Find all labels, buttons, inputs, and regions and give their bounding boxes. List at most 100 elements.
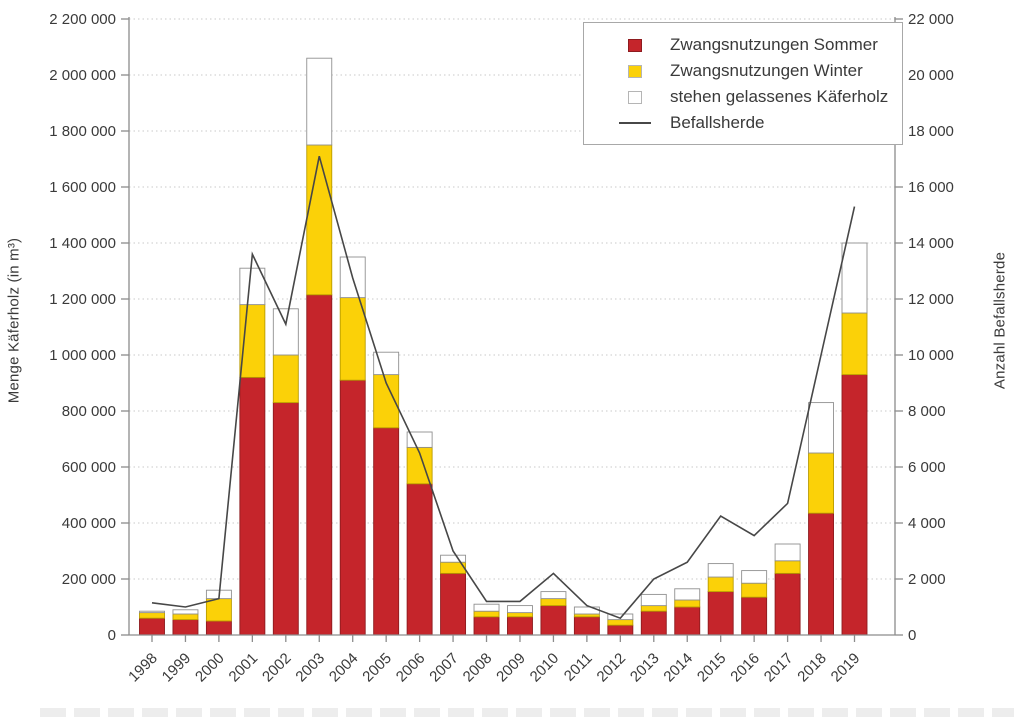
bar-segment-2014-winter — [674, 599, 701, 608]
right-axis-tick-label: 12 000 — [908, 291, 954, 308]
bar-segment-2016-sommer — [741, 596, 768, 636]
right-axis-tick-label: 22 000 — [908, 11, 954, 28]
bar-segment-2017-sommer — [774, 572, 801, 636]
bar-segment-1999-sommer — [172, 619, 199, 636]
bar-segment-2005-sommer — [373, 427, 400, 636]
bar-segment-1999-winter — [172, 613, 199, 621]
legend-row-sommer: Zwangsnutzungen Sommer — [628, 32, 894, 58]
right-axis-tick-label: 6 000 — [908, 459, 946, 476]
x-axis-year-label: 2018 — [794, 650, 830, 686]
legend-label-winter: Zwangsnutzungen Winter — [670, 61, 863, 80]
bar-segment-2012-stehen — [607, 613, 634, 621]
left-axis-tick-label: 0 — [108, 627, 116, 644]
bar-segment-1999-stehen — [172, 609, 199, 615]
bar-segment-2019-stehen — [841, 242, 868, 314]
bar-segment-1998-stehen — [139, 610, 165, 614]
bar-segment-2015-winter — [707, 576, 734, 593]
legend-row-stehen: stehen gelassenes Käferholz — [628, 84, 894, 110]
bar-segment-2016-stehen — [741, 570, 768, 584]
right-axis-title: Anzahl Befallsherde — [991, 251, 1009, 390]
bar-segment-2000-sommer — [205, 620, 232, 636]
winter-swatch-icon — [628, 64, 642, 78]
x-axis-year-label: 2003 — [292, 650, 328, 686]
bar-segment-2000-winter — [205, 598, 232, 622]
right-axis-tick-label: 0 — [908, 627, 916, 644]
x-axis-year-label: 2007 — [426, 650, 462, 686]
x-axis-year-label: 2008 — [460, 650, 496, 686]
x-axis-year-label: 2016 — [727, 650, 763, 686]
left-axis-tick-label: 1 200 000 — [49, 291, 116, 308]
x-axis-year-label: 1998 — [125, 650, 161, 686]
bar-segment-2010-sommer — [540, 605, 567, 636]
bar-segment-2009-stehen — [507, 605, 533, 614]
bar-segment-2006-sommer — [406, 483, 433, 636]
bar-segment-2010-winter — [540, 598, 567, 607]
bar-segment-2005-stehen — [373, 351, 400, 376]
bar-segment-2009-sommer — [507, 616, 533, 636]
bar-segment-1998-sommer — [139, 617, 165, 636]
bar-segment-2003-sommer — [306, 294, 333, 636]
right-axis-tick-label: 20 000 — [908, 67, 954, 84]
bar-segment-2002-winter — [272, 354, 299, 404]
left-axis-tick-label: 400 000 — [62, 515, 116, 532]
x-axis-year-label: 2000 — [192, 650, 228, 686]
bar-segment-2003-winter — [306, 144, 333, 296]
bar-segment-2017-winter — [774, 560, 801, 574]
legend-row-winter: Zwangsnutzungen Winter — [628, 58, 894, 84]
bar-segment-2002-stehen — [272, 308, 299, 356]
bar-segment-2013-winter — [640, 605, 667, 612]
bar-segment-2013-stehen — [640, 593, 667, 607]
left-axis-tick-label: 2 000 000 — [49, 67, 116, 84]
x-axis-year-label: 2004 — [326, 650, 362, 686]
right-axis-tick-label: 18 000 — [908, 123, 954, 140]
left-axis-tick-label: 1 400 000 — [49, 235, 116, 252]
bar-segment-2017-stehen — [774, 543, 801, 562]
bar-segment-2019-sommer — [841, 374, 868, 636]
left-axis-tick-label: 1 000 000 — [49, 347, 116, 364]
bar-segment-2013-sommer — [640, 610, 667, 636]
bar-segment-2006-stehen — [406, 431, 433, 448]
x-axis-year-label: 1999 — [159, 650, 195, 686]
bar-segment-2015-sommer — [707, 591, 734, 636]
x-axis-year-label: 2019 — [828, 650, 864, 686]
bar-segment-2018-sommer — [808, 512, 834, 636]
left-axis-tick-label: 600 000 — [62, 459, 116, 476]
bar-segment-2010-stehen — [540, 591, 567, 600]
x-axis-year-label: 2009 — [493, 650, 529, 686]
x-axis-year-label: 2001 — [226, 650, 262, 686]
bar-segment-2009-winter — [507, 612, 533, 618]
bar-segment-2007-stehen — [440, 554, 467, 563]
x-axis-year-label: 2002 — [259, 650, 295, 686]
legend-label-stehen: stehen gelassenes Käferholz — [670, 87, 889, 106]
x-axis-year-label: 2013 — [627, 650, 663, 686]
x-axis-year-label: 2014 — [660, 650, 696, 686]
bar-segment-1998-winter — [139, 612, 165, 619]
x-axis-year-label: 2012 — [594, 650, 630, 686]
bar-segment-2007-sommer — [440, 572, 467, 636]
bar-segment-2004-sommer — [339, 379, 366, 636]
befallsherde-line-icon — [619, 122, 651, 124]
legend-label-befallsherde: Befallsherde — [670, 113, 765, 132]
bar-segment-2008-winter — [473, 610, 500, 618]
bar-segment-2008-sommer — [473, 616, 500, 636]
left-axis-tick-label: 2 200 000 — [49, 11, 116, 28]
x-axis-year-label: 2017 — [761, 650, 797, 686]
bar-segment-2011-sommer — [573, 616, 600, 636]
cropped-caption-remnant — [40, 708, 1014, 717]
right-axis-tick-label: 2 000 — [908, 571, 946, 588]
bar-segment-2002-sommer — [272, 402, 299, 636]
left-axis-tick-label: 800 000 — [62, 403, 116, 420]
bar-segment-2001-sommer — [239, 376, 266, 636]
left-axis-tick-label: 200 000 — [62, 571, 116, 588]
bar-segment-2004-winter — [339, 297, 366, 381]
bar-segment-2012-sommer — [607, 624, 634, 636]
bar-segment-2018-stehen — [808, 402, 834, 454]
legend-row-befallsherde: Befallsherde — [619, 110, 894, 136]
bar-segment-2019-winter — [841, 312, 868, 376]
legend: Zwangsnutzungen Sommer Zwangsnutzungen W… — [583, 22, 903, 145]
left-axis-tick-label: 1 600 000 — [49, 179, 116, 196]
bar-segment-2014-stehen — [674, 588, 701, 601]
sommer-swatch-icon — [628, 38, 642, 52]
